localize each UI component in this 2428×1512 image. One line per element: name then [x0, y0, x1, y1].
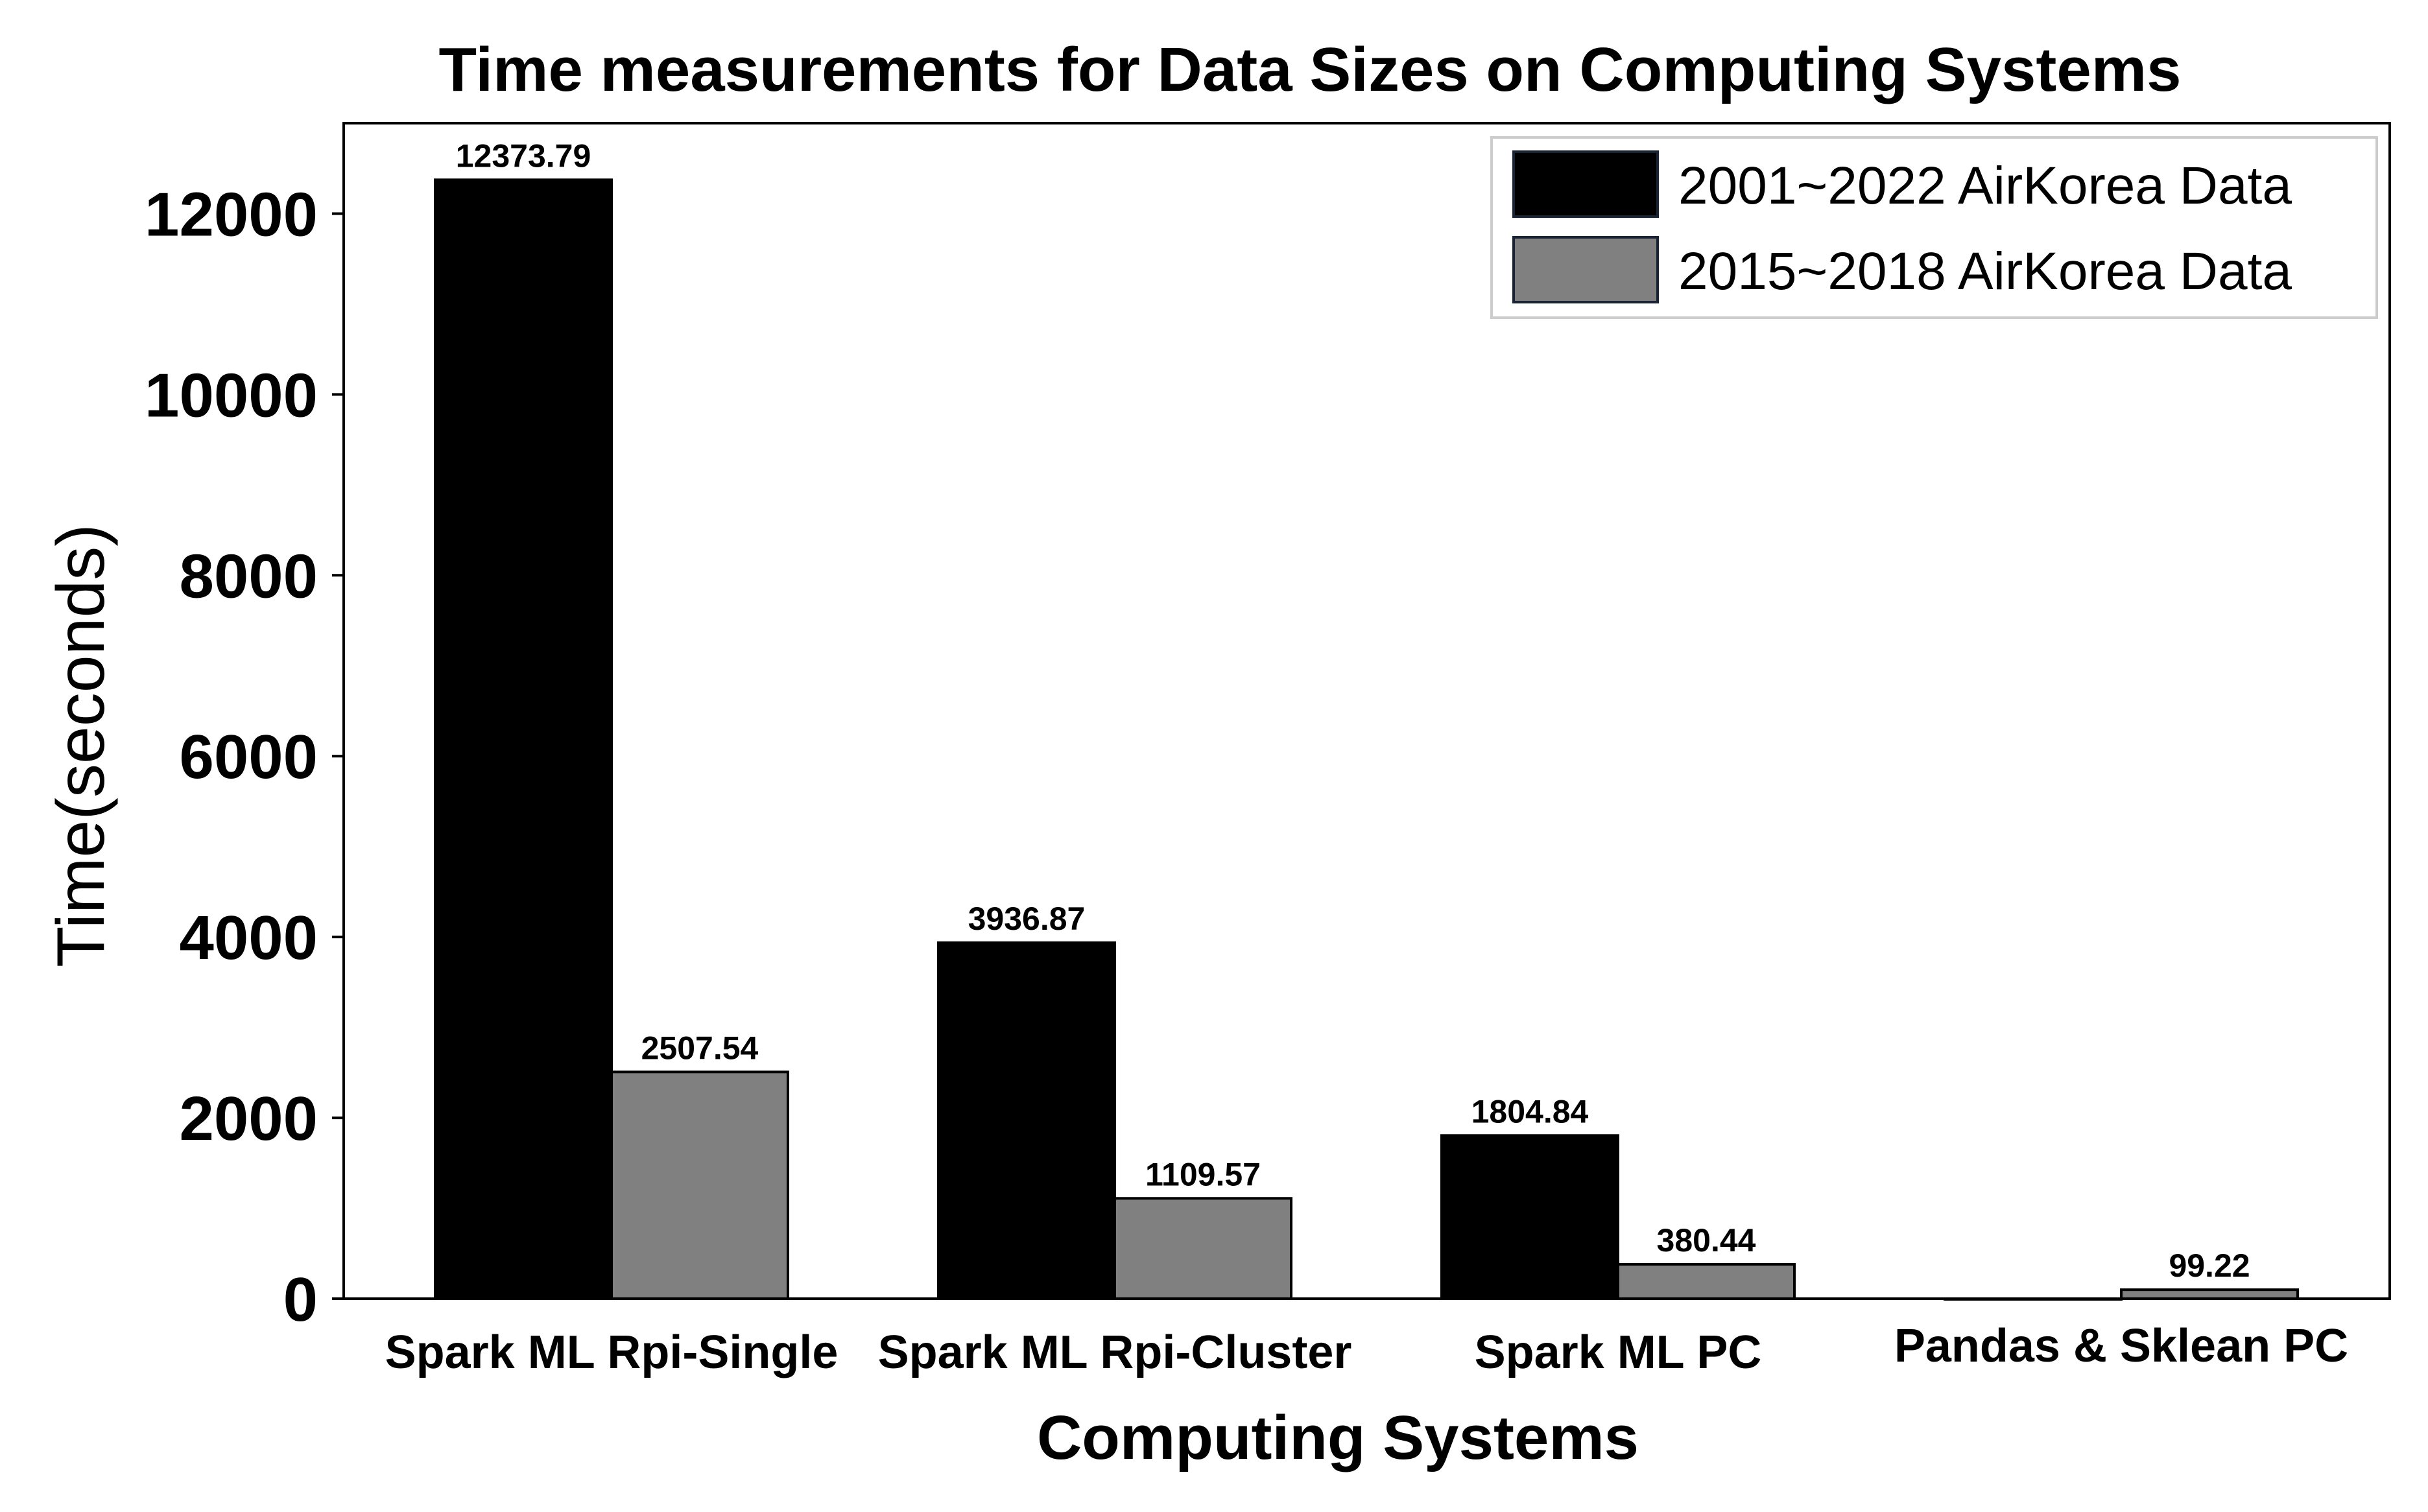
bar-value-label: 380.44 [1657, 1222, 1756, 1258]
bar-value-label: 1804.84 [1471, 1093, 1589, 1129]
bar-value-label: 3936.87 [968, 901, 1086, 937]
y-tick-label: 4000 [179, 903, 318, 973]
y-tick-label: 8000 [179, 541, 318, 611]
chart-title: Time measurements for Data Sizes on Comp… [439, 35, 2182, 104]
bar-value-label: 12373.79 [456, 137, 591, 174]
legend-label: 2015~2018 AirKorea Data [1678, 242, 2292, 301]
x-tick-label: Spark ML PC [1475, 1327, 1762, 1378]
bar [937, 941, 1116, 1300]
bar [1440, 1134, 1619, 1300]
bar [1617, 1262, 1796, 1300]
bar [2120, 1288, 2299, 1300]
x-tick-label: Spark ML Rpi-Cluster [878, 1327, 1352, 1378]
y-tick-label: 12000 [145, 180, 318, 249]
x-tick-label: Pandas & Sklean PC [1894, 1320, 2348, 1372]
legend-swatch [1512, 236, 1659, 303]
x-axis-label: Computing Systems [1037, 1403, 1639, 1472]
bar [1113, 1197, 1292, 1301]
y-axis-label: Time(seconds) [43, 524, 119, 967]
plot-area: 0 2000 4000 6000 8000 10000 12000 12373.79 2507.… [145, 122, 2391, 1378]
y-tick-label: 10000 [145, 360, 318, 430]
y-tick-label: 2000 [179, 1084, 318, 1153]
y-tick-label: 0 [283, 1265, 318, 1334]
legend-swatch [1512, 150, 1659, 218]
y-tick-label: 6000 [179, 722, 318, 792]
legend-label: 2001~2022 AirKorea Data [1678, 156, 2292, 215]
plot-frame [342, 122, 2391, 1300]
bar [434, 178, 613, 1301]
bar-value-label: 99.22 [2169, 1247, 2250, 1284]
legend: 2001~2022 AirKorea Data 2015~2018 AirKore… [1490, 136, 2378, 319]
bar-value-label: 2507.54 [641, 1030, 759, 1066]
bar [610, 1070, 789, 1300]
bar-value-label: 1109.57 [1145, 1156, 1261, 1192]
x-tick-label: Spark ML Rpi-Single [385, 1327, 839, 1378]
